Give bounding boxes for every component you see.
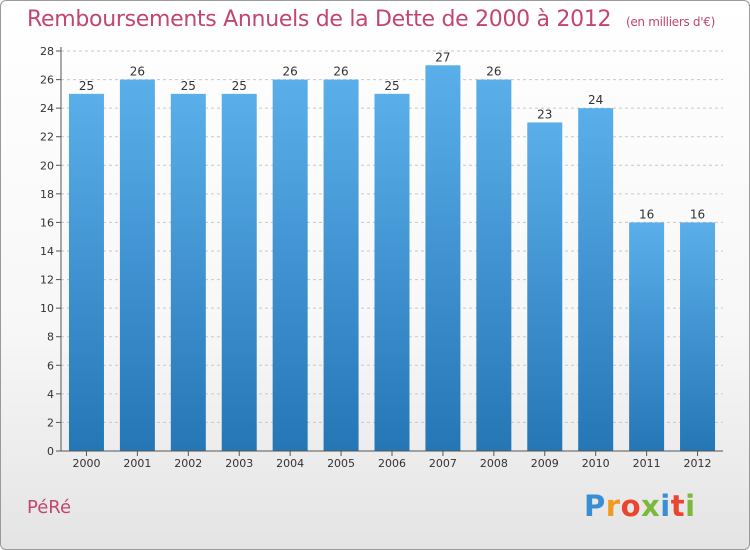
data-label: 24 <box>588 93 603 107</box>
data-label: 27 <box>435 50 450 64</box>
x-tick-label: 2010 <box>582 457 610 470</box>
bar <box>170 93 206 451</box>
y-tick-label: 8 <box>47 331 54 344</box>
bar <box>527 122 563 451</box>
data-label: 23 <box>537 107 552 121</box>
data-label: 26 <box>486 65 501 79</box>
bar <box>323 79 359 452</box>
bar <box>629 222 665 451</box>
y-tick-label: 12 <box>40 274 54 287</box>
bar <box>476 79 512 452</box>
y-tick-label: 24 <box>40 102 54 115</box>
x-tick-label: 2001 <box>123 457 151 470</box>
commune-name: PéRé <box>27 497 72 518</box>
x-tick-label: 2007 <box>429 457 457 470</box>
x-tick-label: 2003 <box>225 457 253 470</box>
x-tick-label: 2008 <box>480 457 508 470</box>
y-tick-label: 4 <box>47 388 54 401</box>
y-tick-label: 0 <box>47 445 54 458</box>
data-label: 26 <box>283 65 298 79</box>
y-tick-label: 28 <box>40 45 54 58</box>
y-tick-label: 2 <box>47 416 54 429</box>
y-tick-label: 20 <box>40 159 54 172</box>
y-tick-label: 6 <box>47 359 54 372</box>
y-tick-label: 10 <box>40 302 54 315</box>
data-label: 25 <box>232 79 247 93</box>
bar <box>680 222 716 451</box>
logo-letter: i <box>660 489 671 523</box>
logo-letter: x <box>641 489 661 523</box>
data-label: 16 <box>690 207 705 221</box>
data-label: 25 <box>384 79 399 93</box>
bar <box>119 79 155 452</box>
logo-letter: o <box>620 489 642 523</box>
y-tick-label: 18 <box>40 188 54 201</box>
data-label: 25 <box>181 79 196 93</box>
chart-subtitle: (en milliers d'€) <box>625 15 715 29</box>
bar <box>425 65 461 452</box>
y-tick-label: 16 <box>40 216 54 229</box>
bar <box>374 93 410 451</box>
data-label: 25 <box>79 79 94 93</box>
data-label: 16 <box>639 207 654 221</box>
data-labels: 25 26 25 25 26 26 25 27 26 23 24 16 16 <box>79 50 705 221</box>
logo-letter: P <box>584 489 606 523</box>
x-tick-label: 2006 <box>378 457 406 470</box>
bar <box>68 93 104 451</box>
x-tick-label: 2012 <box>684 457 712 470</box>
y-tick-label: 14 <box>40 245 54 258</box>
bar <box>272 79 308 452</box>
chart-title-text: Remboursements Annuels de la Dette de 20… <box>27 7 612 32</box>
chart-title: Remboursements Annuels de la Dette de 20… <box>27 7 715 32</box>
logo-letter: t <box>670 489 686 523</box>
x-tick-label: 2009 <box>531 457 559 470</box>
logo-letter: r <box>605 489 621 523</box>
data-label: 26 <box>130 65 145 79</box>
bar <box>221 93 257 451</box>
y-tick-label: 26 <box>40 74 54 87</box>
bar <box>578 108 614 452</box>
logo-letter: i <box>685 489 696 523</box>
x-tick-label: 2004 <box>276 457 304 470</box>
y-tick-label: 22 <box>40 131 54 144</box>
x-tick-label: 2005 <box>327 457 355 470</box>
data-label: 26 <box>333 65 348 79</box>
x-tick-label: 2002 <box>174 457 202 470</box>
x-tick-label: 2000 <box>72 457 100 470</box>
bars <box>68 65 716 452</box>
x-tick-label: 2011 <box>633 457 661 470</box>
proxiti-logo: Proxiti <box>584 489 696 523</box>
